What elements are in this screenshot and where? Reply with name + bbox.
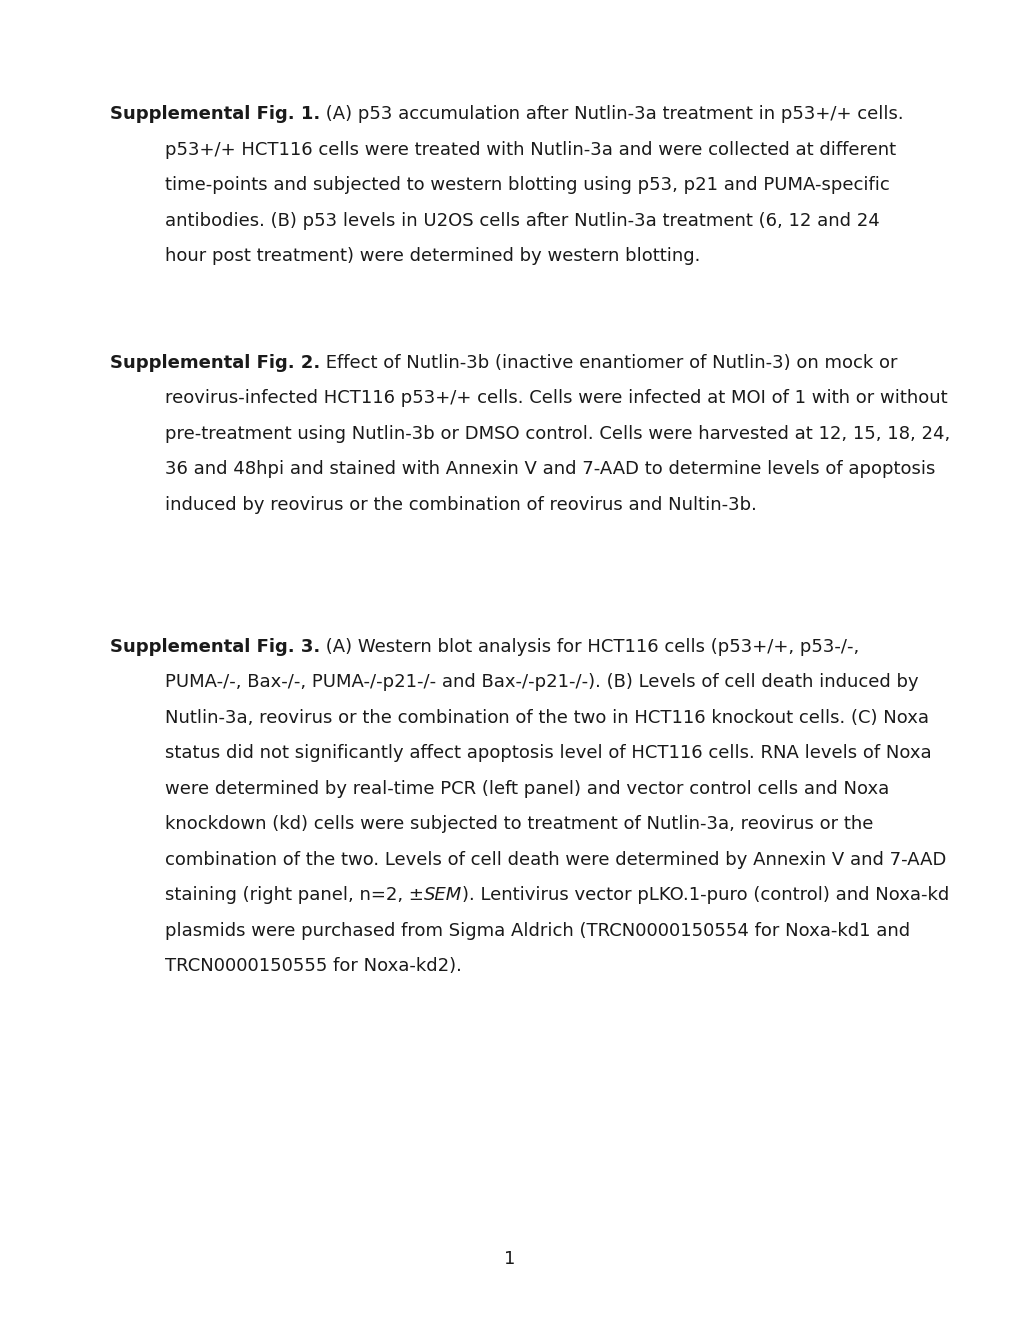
Text: 1: 1 <box>503 1250 516 1269</box>
Text: reovirus-infected HCT116 p53+/+ cells. Cells were infected at MOI of 1 with or w: reovirus-infected HCT116 p53+/+ cells. C… <box>165 389 947 407</box>
Text: ). Lentivirus vector pLKO.1-puro (control) and Noxa-kd: ). Lentivirus vector pLKO.1-puro (contro… <box>462 886 949 904</box>
Text: Supplemental Fig. 2.: Supplemental Fig. 2. <box>110 354 320 371</box>
Text: hour post treatment) were determined by western blotting.: hour post treatment) were determined by … <box>165 247 700 265</box>
Text: status did not significantly affect apoptosis level of HCT116 cells. RNA levels : status did not significantly affect apop… <box>165 744 930 762</box>
Text: PUMA-/-, Bax-/-, PUMA-/-p21-/- and Bax-/-p21-/-). (B) Levels of cell death induc: PUMA-/-, Bax-/-, PUMA-/-p21-/- and Bax-/… <box>165 673 918 690</box>
Text: Nutlin-3a, reovirus or the combination of the two in HCT116 knockout cells. (C) : Nutlin-3a, reovirus or the combination o… <box>165 709 928 726</box>
Text: TRCN0000150555 for Noxa-kd2).: TRCN0000150555 for Noxa-kd2). <box>165 957 462 975</box>
Text: (A) Western blot analysis for HCT116 cells (p53+/+, p53-/-,: (A) Western blot analysis for HCT116 cel… <box>320 638 859 656</box>
Text: Supplemental Fig. 3.: Supplemental Fig. 3. <box>110 638 320 656</box>
Text: Effect of Nutlin-3b (inactive enantiomer of Nutlin-3) on mock or: Effect of Nutlin-3b (inactive enantiomer… <box>320 354 897 371</box>
Text: (A) p53 accumulation after Nutlin-3a treatment in p53+/+ cells.: (A) p53 accumulation after Nutlin-3a tre… <box>320 106 903 123</box>
Text: staining (right panel, n=2, ±: staining (right panel, n=2, ± <box>165 886 424 904</box>
Text: plasmids were purchased from Sigma Aldrich (TRCN0000150554 for Noxa-kd1 and: plasmids were purchased from Sigma Aldri… <box>165 921 909 940</box>
Text: induced by reovirus or the combination of reovirus and Nultin-3b.: induced by reovirus or the combination o… <box>165 495 756 513</box>
Text: p53+/+ HCT116 cells were treated with Nutlin-3a and were collected at different: p53+/+ HCT116 cells were treated with Nu… <box>165 140 896 158</box>
Text: antibodies. (B) p53 levels in U2OS cells after Nutlin-3a treatment (6, 12 and 24: antibodies. (B) p53 levels in U2OS cells… <box>165 211 879 230</box>
Text: combination of the two. Levels of cell death were determined by Annexin V and 7-: combination of the two. Levels of cell d… <box>165 850 946 869</box>
Text: SEM: SEM <box>424 886 462 904</box>
Text: pre-treatment using Nutlin-3b or DMSO control. Cells were harvested at 12, 15, 1: pre-treatment using Nutlin-3b or DMSO co… <box>165 425 950 442</box>
Text: 36 and 48hpi and stained with Annexin V and 7-AAD to determine levels of apoptos: 36 and 48hpi and stained with Annexin V … <box>165 459 934 478</box>
Text: time-points and subjected to western blotting using p53, p21 and PUMA-specific: time-points and subjected to western blo… <box>165 176 889 194</box>
Text: knockdown (kd) cells were subjected to treatment of Nutlin-3a, reovirus or the: knockdown (kd) cells were subjected to t… <box>165 814 872 833</box>
Text: were determined by real-time PCR (left panel) and vector control cells and Noxa: were determined by real-time PCR (left p… <box>165 780 889 797</box>
Text: Supplemental Fig. 1.: Supplemental Fig. 1. <box>110 106 320 123</box>
